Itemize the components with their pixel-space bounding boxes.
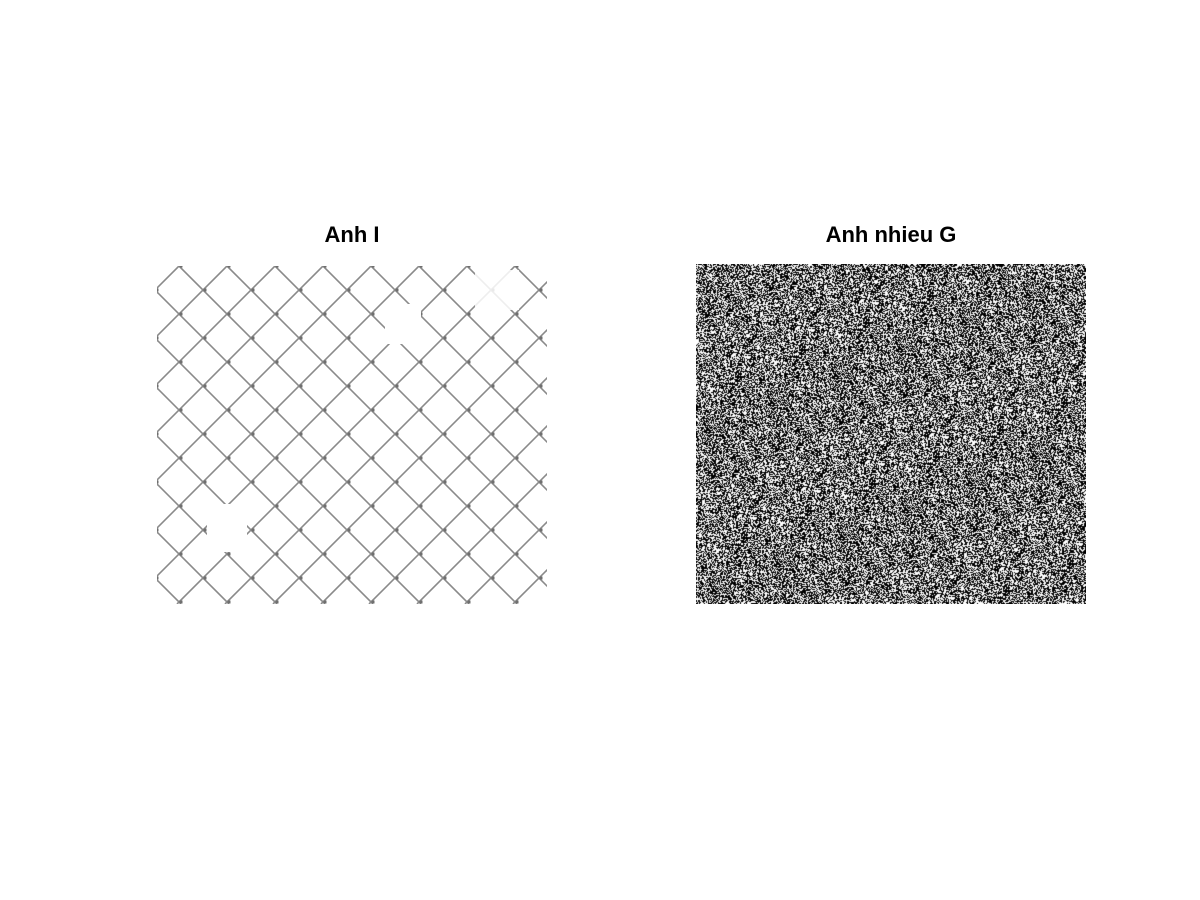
noise-image <box>696 264 1086 604</box>
random-noise-image <box>696 264 1086 604</box>
subplot-title-original: Anh I <box>324 222 380 247</box>
original-image <box>157 266 547 604</box>
subplot-title-noise: Anh nhieu G <box>825 222 957 247</box>
subplot-noise-image: Anh nhieu G <box>696 222 1086 604</box>
subplot-original-image: Anh I <box>157 222 547 604</box>
chain-link-fence-image <box>157 266 547 604</box>
